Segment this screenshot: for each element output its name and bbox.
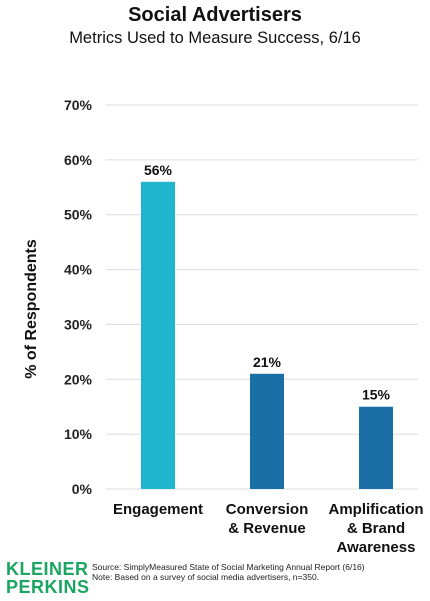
logo-line-2: PERKINS (6, 577, 90, 597)
bar (250, 373, 284, 489)
x-category-label: Engagement (113, 501, 203, 518)
y-tick-label: 70% (64, 97, 93, 113)
y-tick-label: 50% (64, 207, 93, 223)
y-tick-label: 20% (64, 371, 93, 387)
chart-subtitle: Metrics Used to Measure Success, 6/16 (69, 29, 361, 47)
kleiner-perkins-logo: KLEINER PERKINS (6, 560, 90, 596)
x-category-label: & Revenue (228, 520, 306, 537)
x-category-label: Conversion (226, 501, 309, 518)
y-tick-label: 40% (64, 262, 93, 278)
chart-title: Social Advertisers (128, 4, 302, 26)
y-tick-label: 0% (72, 481, 93, 497)
footnote: Source: SimplyMeasured State of Social M… (92, 562, 365, 582)
y-tick-label: 10% (64, 426, 93, 442)
bar (359, 406, 393, 489)
y-tick-label: 60% (64, 152, 93, 168)
x-category-label: Amplification (328, 501, 423, 518)
data-label: 21% (253, 354, 282, 370)
source-text: Source: SimplyMeasured State of Social M… (92, 562, 365, 572)
bar (141, 181, 175, 490)
data-label: 15% (362, 387, 391, 403)
logo-line-1: KLEINER (6, 559, 89, 579)
data-label: 56% (144, 162, 173, 178)
note-text: Note: Based on a survey of social media … (92, 572, 320, 582)
x-category-label: Awareness (337, 539, 416, 556)
y-tick-label: 30% (64, 316, 93, 332)
x-category-label: & Brand (347, 520, 405, 537)
y-axis-title: % of Respondents (23, 239, 40, 379)
